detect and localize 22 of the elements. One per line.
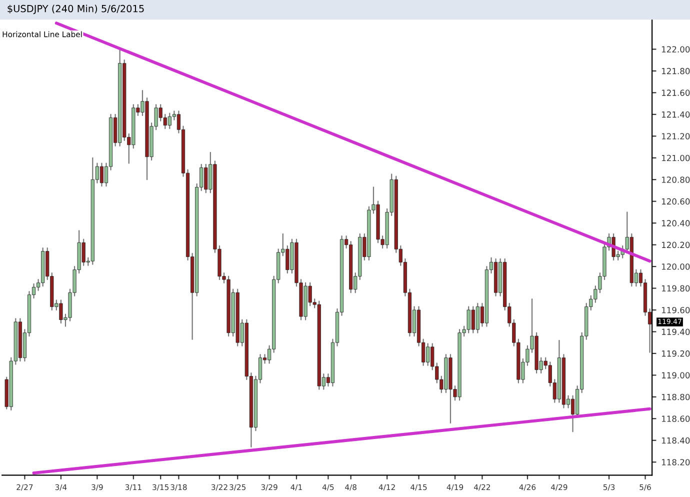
y-tick-label: 118.20 <box>662 459 690 466</box>
y-tick-label: 121.80 <box>662 68 690 74</box>
y-tick-label: 121.00 <box>662 154 690 162</box>
y-tick-label: 120.00 <box>662 264 690 270</box>
y-tick-label: 119.80 <box>662 285 690 292</box>
y-tick-label: 118.60 <box>662 416 690 422</box>
y-tick-label: 119.60 <box>662 306 690 314</box>
y-tick-label: 120.60 <box>662 198 690 205</box>
chart-title: $USDJPY (240 Min) 5/6/2015 <box>8 4 144 14</box>
y-tick-label: 118.80 <box>662 394 690 400</box>
y-tick-label: 119.00 <box>662 372 690 378</box>
y-tick-label: 121.40 <box>662 111 690 118</box>
y-tick-label: 120.20 <box>662 242 690 248</box>
y-tick-label: 119.40 <box>662 328 690 335</box>
y-tick-label: 121.20 <box>662 133 690 140</box>
y-tick-label: 118.40 <box>662 437 690 444</box>
y-tick-label: 121.60 <box>662 90 690 96</box>
y-tick-label: 120.40 <box>662 220 690 226</box>
y-tick-label: 120.80 <box>662 176 690 183</box>
y-tick-label: 119.20 <box>662 350 690 357</box>
y-tick-label: 122.00 <box>662 46 690 52</box>
candlestick <box>100 162 104 187</box>
